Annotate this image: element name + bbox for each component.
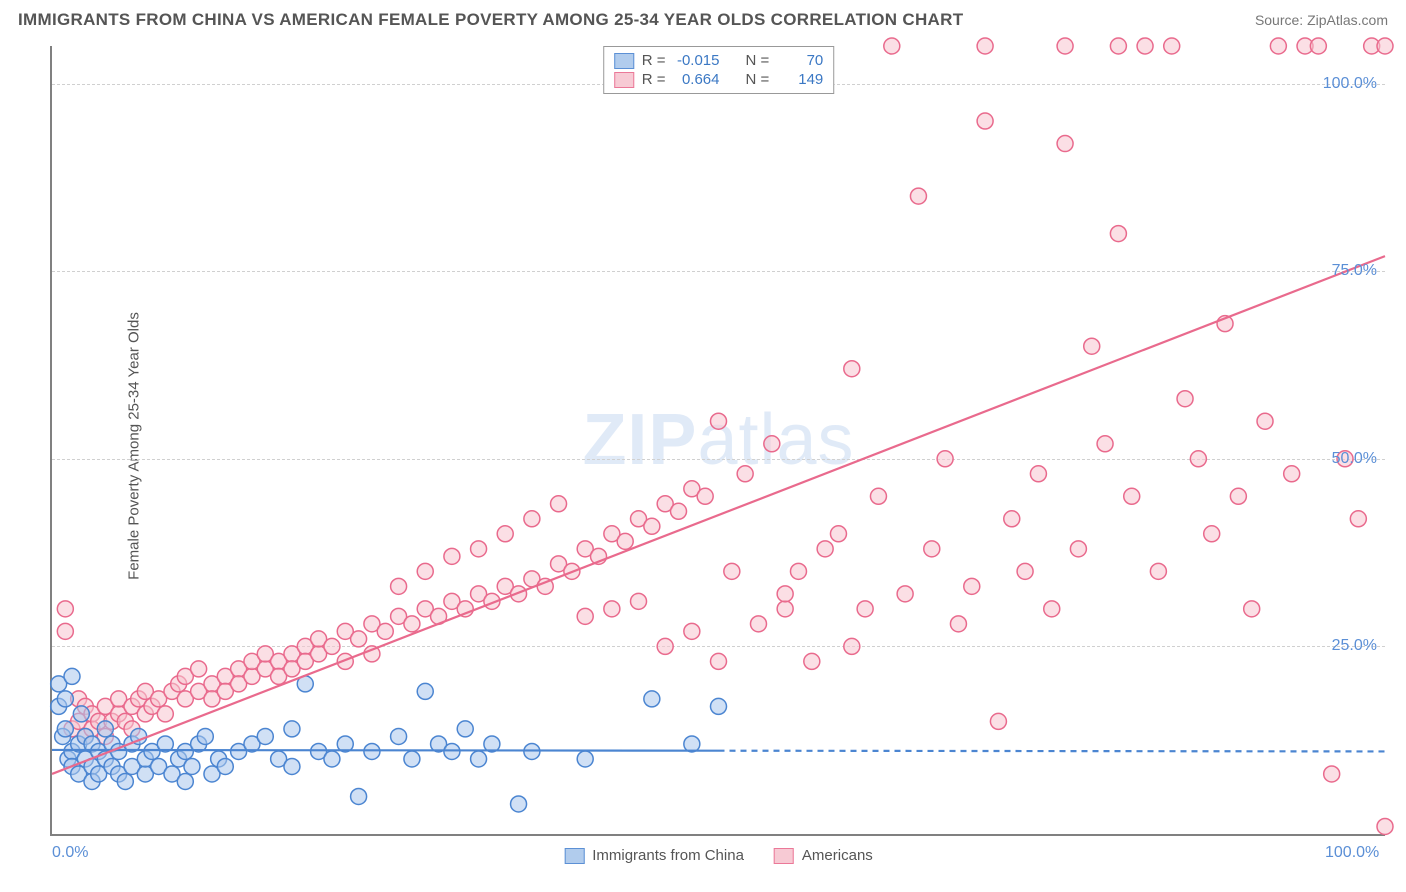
legend-item-blue: Immigrants from China [564, 847, 744, 864]
source-value: ZipAtlas.com [1307, 12, 1388, 28]
r-value-blue: -0.015 [674, 52, 720, 69]
bottom-legend: Immigrants from China Americans [564, 847, 873, 864]
source: Source: ZipAtlas.com [1255, 12, 1388, 28]
correlation-stats-box: R = -0.015 N = 70 R = 0.664 N = 149 [603, 46, 835, 94]
swatch-pink [774, 848, 794, 864]
n-label: N = [746, 71, 770, 88]
stat-row-blue: R = -0.015 N = 70 [614, 51, 824, 70]
legend-label-pink: Americans [802, 847, 873, 864]
n-label: N = [746, 52, 770, 69]
x-tick-label: 100.0% [1325, 844, 1379, 862]
swatch-pink [614, 72, 634, 88]
chart-title: IMMIGRANTS FROM CHINA VS AMERICAN FEMALE… [18, 10, 963, 30]
y-tick-label: 75.0% [1332, 262, 1377, 280]
source-label: Source: [1255, 12, 1307, 28]
x-tick-label: 0.0% [52, 844, 88, 862]
y-tick-label: 50.0% [1332, 450, 1377, 468]
legend-label-blue: Immigrants from China [592, 847, 744, 864]
y-tick-label: 100.0% [1323, 75, 1377, 93]
r-value-pink: 0.664 [674, 71, 720, 88]
scatter-plot: ZIPatlas R = -0.015 N = 70 R = 0.664 N =… [50, 46, 1385, 836]
swatch-blue [614, 53, 634, 69]
n-value-pink: 149 [777, 71, 823, 88]
r-label: R = [642, 71, 666, 88]
legend-item-pink: Americans [774, 847, 873, 864]
n-value-blue: 70 [777, 52, 823, 69]
y-tick-label: 25.0% [1332, 637, 1377, 655]
r-label: R = [642, 52, 666, 69]
swatch-blue [564, 848, 584, 864]
plot-svg [52, 46, 1385, 834]
stat-row-pink: R = 0.664 N = 149 [614, 70, 824, 89]
header: IMMIGRANTS FROM CHINA VS AMERICAN FEMALE… [18, 10, 1388, 30]
